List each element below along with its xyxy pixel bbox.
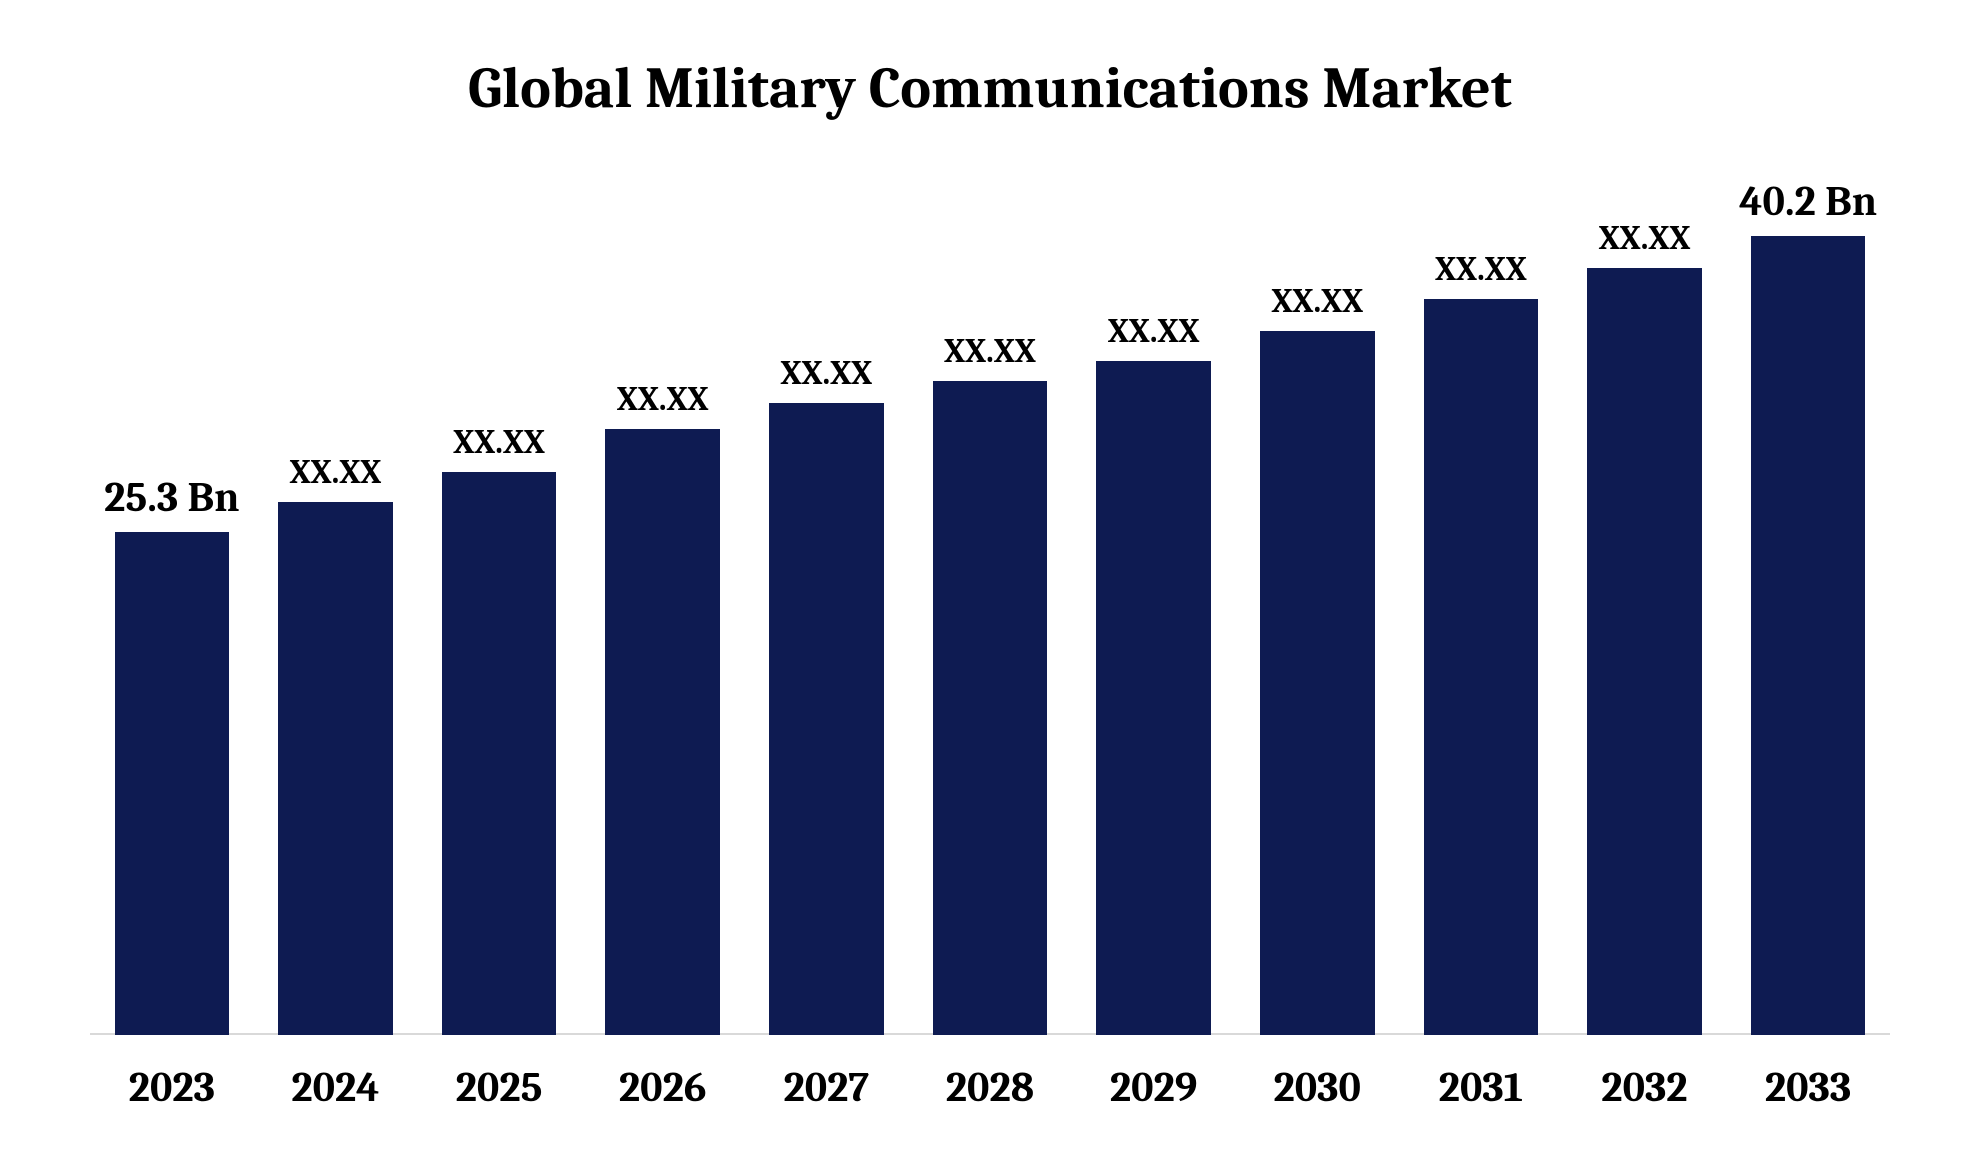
plot-area: 25.3 BnXX.XXXX.XXXX.XXXX.XXXX.XXXX.XXXX.… bbox=[90, 200, 1890, 1035]
bar bbox=[442, 472, 557, 1035]
bar bbox=[769, 403, 884, 1035]
x-axis-tick: 2032 bbox=[1563, 1063, 1727, 1112]
bar-value-label: XX.XX bbox=[254, 452, 418, 492]
bar-slot: XX.XX bbox=[581, 200, 745, 1035]
bar bbox=[605, 429, 720, 1035]
bar bbox=[1587, 268, 1702, 1035]
bar-value-label: XX.XX bbox=[1235, 281, 1399, 321]
bar bbox=[1751, 236, 1866, 1035]
bar-value-label: XX.XX bbox=[581, 379, 745, 419]
chart-title: Global Military Communications Market bbox=[0, 55, 1980, 122]
bar-slot: XX.XX bbox=[908, 200, 1072, 1035]
bar bbox=[1096, 361, 1211, 1035]
chart-container: Global Military Communications Market 25… bbox=[0, 0, 1980, 1155]
bar-slot: 40.2 Bn bbox=[1726, 200, 1890, 1035]
x-axis-tick: 2023 bbox=[90, 1063, 254, 1112]
bars-group: 25.3 BnXX.XXXX.XXXX.XXXX.XXXX.XXXX.XXXX.… bbox=[90, 200, 1890, 1035]
bar-slot: XX.XX bbox=[1072, 200, 1236, 1035]
bar-value-label: XX.XX bbox=[1399, 249, 1563, 289]
bar-slot: XX.XX bbox=[1235, 200, 1399, 1035]
x-axis-tick: 2031 bbox=[1399, 1063, 1563, 1112]
x-axis-tick: 2028 bbox=[908, 1063, 1072, 1112]
bar bbox=[115, 532, 230, 1035]
bar-value-label: XX.XX bbox=[745, 353, 909, 393]
x-axis-tick: 2024 bbox=[254, 1063, 418, 1112]
bar-value-label: 25.3 Bn bbox=[90, 473, 254, 522]
bar bbox=[1424, 299, 1539, 1035]
bar-value-label: XX.XX bbox=[908, 331, 1072, 371]
bar-value-label: XX.XX bbox=[1563, 218, 1727, 258]
x-axis-tick: 2025 bbox=[417, 1063, 581, 1112]
x-axis-tick: 2033 bbox=[1726, 1063, 1890, 1112]
bar-value-label: XX.XX bbox=[417, 422, 581, 462]
x-axis-tick: 2029 bbox=[1072, 1063, 1236, 1112]
bar-slot: XX.XX bbox=[1563, 200, 1727, 1035]
x-axis-tick: 2026 bbox=[581, 1063, 745, 1112]
bar-slot: XX.XX bbox=[1399, 200, 1563, 1035]
bar bbox=[933, 381, 1048, 1035]
x-axis-tick: 2027 bbox=[745, 1063, 909, 1112]
x-axis-tick: 2030 bbox=[1235, 1063, 1399, 1112]
bar-slot: XX.XX bbox=[745, 200, 909, 1035]
bar-value-label: XX.XX bbox=[1072, 311, 1236, 351]
bar-slot: XX.XX bbox=[417, 200, 581, 1035]
bar-slot: 25.3 Bn bbox=[90, 200, 254, 1035]
bar bbox=[278, 502, 393, 1035]
bar-value-label: 40.2 Bn bbox=[1726, 177, 1890, 226]
bar-slot: XX.XX bbox=[254, 200, 418, 1035]
bar bbox=[1260, 331, 1375, 1035]
x-axis: 2023202420252026202720282029203020312032… bbox=[90, 1063, 1890, 1112]
